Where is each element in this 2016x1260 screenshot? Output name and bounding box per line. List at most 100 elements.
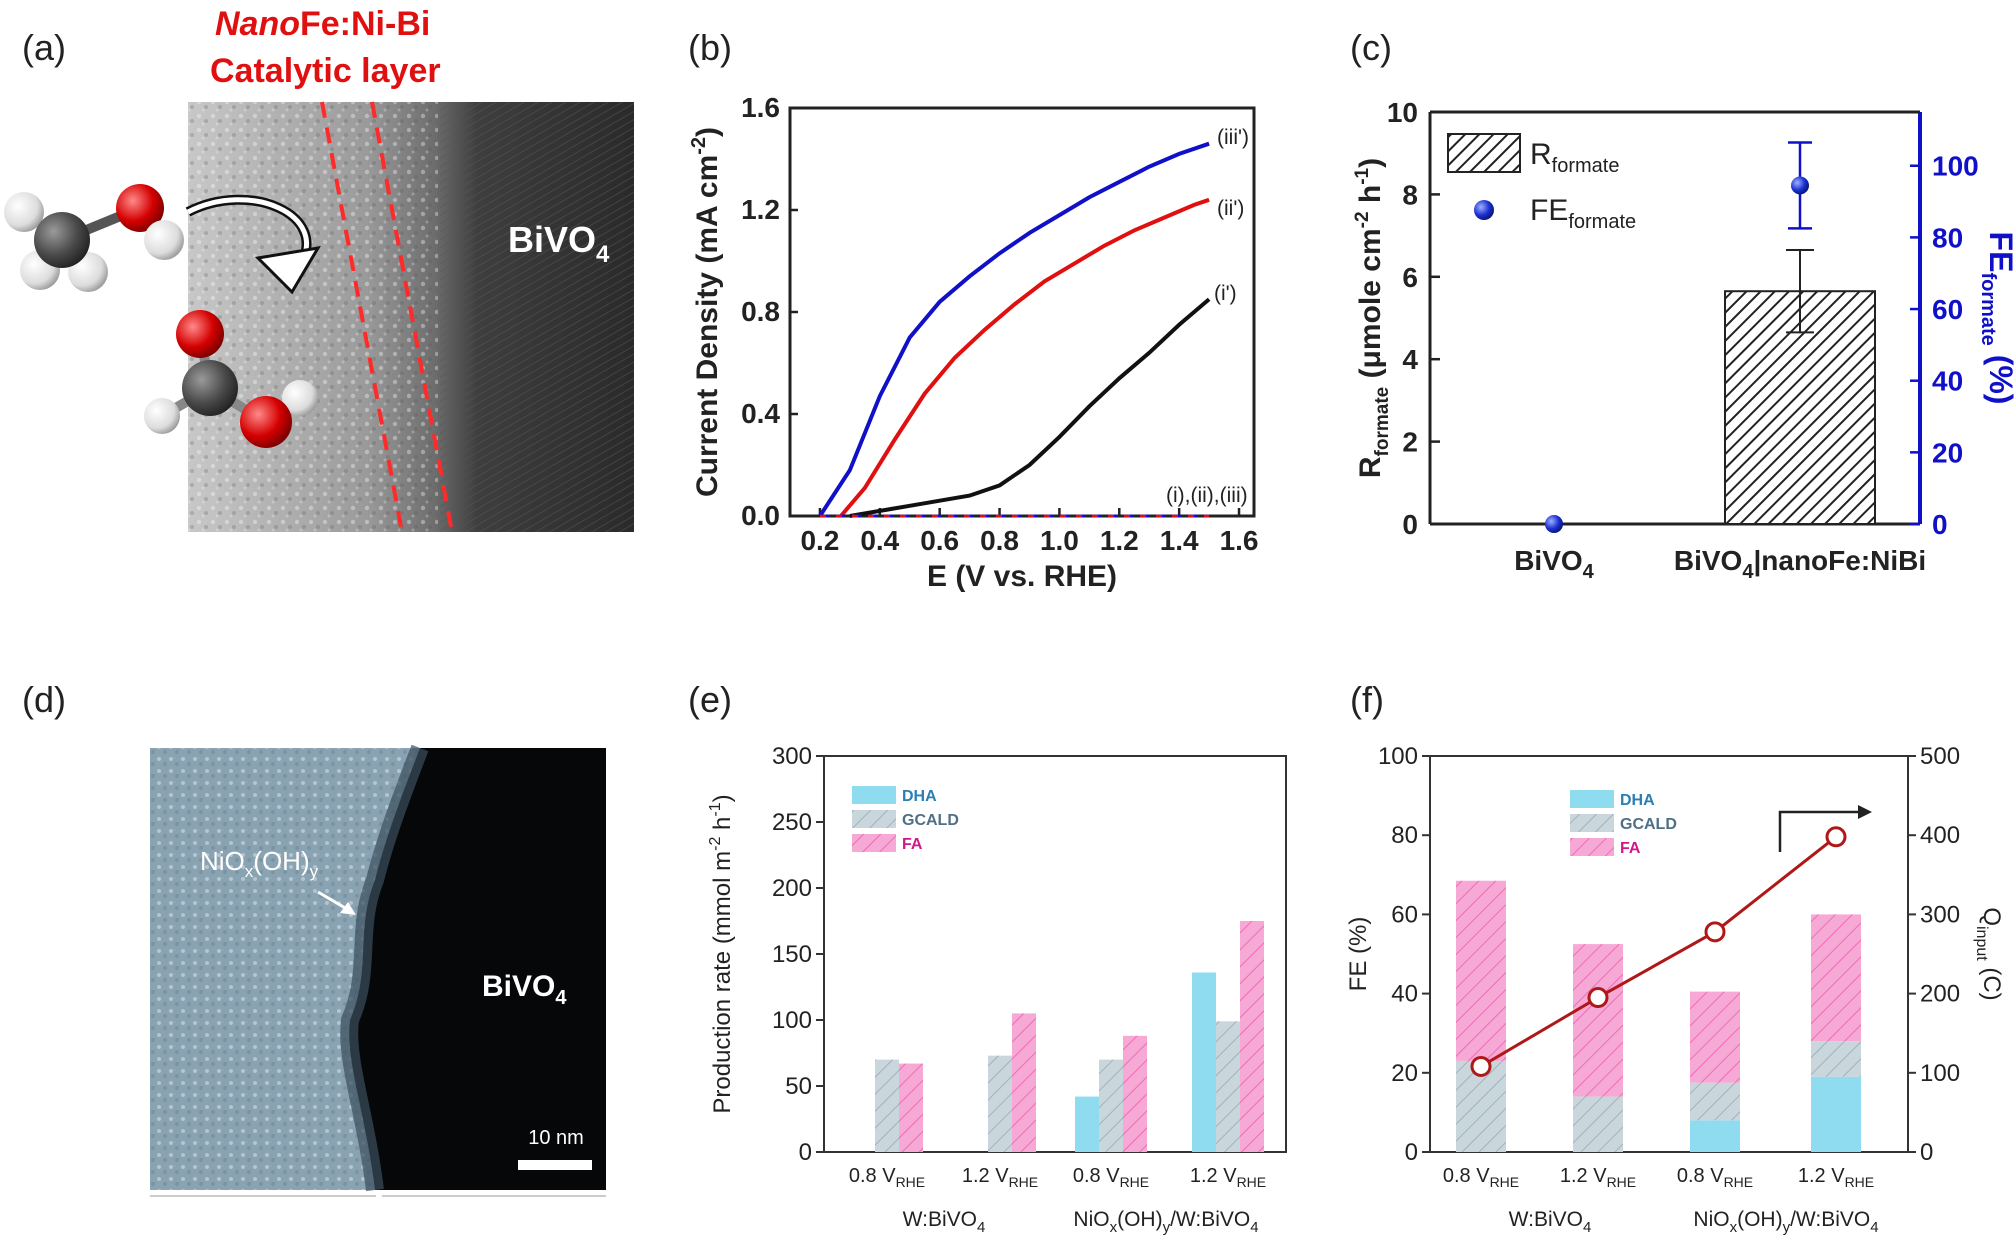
x-tick-label-b: 1.6 [1220, 525, 1259, 556]
legend-label-dha: DHA [902, 788, 937, 805]
y-tick-right-f-label: 0 [1920, 1139, 1933, 1166]
bivo4-label-d: BiVO4 [482, 970, 567, 1009]
y-tick-e-label: 300 [772, 743, 812, 770]
y-axis-ticks-f: 0 20 40 60 80 100 0 100 200 300 400 500 [1378, 743, 1960, 1166]
y-tick-label-right-c: 20 [1932, 437, 1963, 468]
reaction-arrowhead [254, 245, 321, 295]
y-axis-label-left-f: FE (%) [1345, 917, 1372, 992]
group-label-niox-e: NiOx(OH)y/W:BiVO4 [1073, 1208, 1258, 1236]
series-lines-b [818, 141, 1211, 518]
legend-swatch-rformate [1447, 133, 1521, 173]
y-tick-label-b: 0.4 [741, 398, 780, 429]
catalytic-layer-title-line2: Catalytic layer [210, 52, 441, 90]
y-tick-left-f-label: 20 [1391, 1060, 1418, 1087]
interface-dashed-line-right [370, 101, 454, 533]
x-axis-ticks-b: 0.2 0.4 0.6 0.8 1.0 1.2 1.4 1.6 [800, 508, 1259, 556]
y-tick-e-label: 100 [772, 1007, 812, 1034]
y-tick-left-f-label: 40 [1391, 981, 1418, 1008]
legend-f: DHA GCALD FA [1570, 790, 1677, 857]
bar-gcald [875, 1059, 899, 1152]
bar-segment-fa [1573, 944, 1623, 1097]
panel-letter-d: (d) [22, 679, 66, 720]
x-tick-label-b: 1.0 [1040, 525, 1079, 556]
panel-letter-a: (a) [22, 27, 66, 68]
panel-letter-c: (c) [1350, 27, 1392, 68]
series-line-blue [818, 141, 1210, 518]
bivo4-dark-region-d [349, 748, 606, 1190]
x-tick-label-b: 0.6 [920, 525, 959, 556]
y-tick-e-label: 200 [772, 875, 812, 902]
legend-swatch-dha [852, 786, 896, 804]
point-feformate [1791, 176, 1809, 195]
y-tick-label-left-c: 4 [1402, 344, 1418, 375]
y-tick-left-f-label: 0 [1405, 1139, 1418, 1166]
group-label-wbivo4-e: W:BiVO4 [903, 1208, 986, 1236]
x-tick-label-b: 1.4 [1160, 525, 1199, 556]
interface-dashed-line-left [320, 101, 404, 533]
legend-swatch-gcald [852, 810, 896, 828]
x-tick-label-f: 0.8 VRHE [1677, 1165, 1753, 1190]
legend-swatch-gcald [1570, 814, 1614, 832]
curve-label-ii-prime: (ii') [1217, 197, 1244, 220]
y-tick-label-b: 1.2 [741, 194, 780, 225]
formic-acid-molecule-icon [144, 310, 318, 448]
series-line-red [839, 197, 1210, 518]
legend-swatch-fa [1570, 838, 1614, 856]
y-tick-label-left-c: 0 [1402, 509, 1418, 540]
bar-segment-fa [1690, 991, 1740, 1083]
bar-segment-dha [1690, 1120, 1740, 1152]
panel-a: (a) NanoFe:Ni-Bi Catalytic layer BiVO4 [4, 5, 634, 533]
y-tick-right-f-label: 100 [1920, 1060, 1960, 1087]
bar-dha [1192, 972, 1216, 1152]
niox-pointer-arrowhead [340, 902, 356, 915]
y-axis-label-e: Production rate (mmol m-2 h-1) [707, 794, 736, 1113]
legend-e: DHA GCALD FA [852, 786, 959, 853]
y-tick-right-f-label: 400 [1920, 822, 1960, 849]
panel-b-line-chart: (b) 0.0 0.4 0.8 1.2 1.6 0.2 0.4 0.6 0.8 1.0 1.2 1.… [688, 27, 1259, 593]
panel-letter-f: (f) [1350, 679, 1384, 720]
y-tick-label-right-c: 40 [1932, 366, 1963, 397]
tem-fringes-a [440, 102, 634, 532]
panel-letter-b: (b) [688, 27, 732, 68]
y-tick-label-left-c: 6 [1402, 262, 1418, 293]
catalytic-layer-title-line1: NanoFe:Ni-Bi [215, 5, 430, 43]
legend-marker-feformate [1474, 200, 1494, 220]
legend-swatch-fa [852, 834, 896, 852]
y-tick-label-right-c: 100 [1932, 151, 1979, 182]
scalebar-label-d: 10 nm [528, 1127, 584, 1149]
y-tick-label-left-c: 10 [1387, 97, 1418, 128]
x-tick-label-b: 1.2 [1100, 525, 1139, 556]
y-tick-e-label: 50 [785, 1073, 812, 1100]
y-tick-label-b: 1.6 [741, 92, 780, 123]
q-input-line [1480, 835, 1837, 1068]
x-axis-label-b: E (V vs. RHE) [927, 560, 1117, 593]
legend-label-fa: FA [1620, 840, 1641, 857]
y-tick-e-label: 0 [799, 1139, 812, 1166]
plot-frame-f [1429, 755, 1909, 1153]
y-tick-label-right-c: 0 [1932, 509, 1948, 540]
bar-fa [1240, 921, 1264, 1152]
bar-segment-dha [1811, 1076, 1861, 1152]
x-tick-label-b: 0.2 [800, 525, 839, 556]
legend-label-rformate: Rformate [1530, 138, 1619, 177]
y-tick-left-f-label: 80 [1391, 822, 1418, 849]
x-tick-label-e: 0.8 VRHE [1073, 1165, 1149, 1190]
q-input-line-f [1470, 826, 1847, 1077]
panel-f-bar-chart: (f) 0 20 40 60 80 100 0 100 200 300 400 500 0.8 VRH… [1345, 679, 2005, 1236]
q-input-point [1470, 1055, 1492, 1077]
q-input-point [1587, 987, 1609, 1009]
x-tick-label-b: 0.4 [860, 525, 899, 556]
legend-swatch-dha [1570, 790, 1614, 808]
bar-segment-gcald [1690, 1082, 1740, 1121]
bar-fa [899, 1063, 923, 1152]
bar-segment-fa [1811, 914, 1861, 1042]
bivo4-label-a: BiVO4 [508, 219, 610, 268]
bar-fa [1012, 1013, 1036, 1152]
y-axis-label-right-c: FEformate (%) [1977, 232, 2016, 405]
y-tick-label-left-c: 8 [1402, 179, 1418, 210]
x-axis-ticks-e: 0.8 VRHE 1.2 VRHE 0.8 VRHE 1.2 VRHE [849, 1165, 1266, 1190]
